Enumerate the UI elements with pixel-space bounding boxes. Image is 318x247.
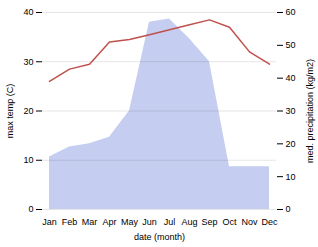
svg-text:Sep: Sep bbox=[201, 217, 217, 227]
svg-text:Jul: Jul bbox=[164, 217, 176, 227]
svg-text:Jun: Jun bbox=[142, 217, 157, 227]
svg-text:Dec: Dec bbox=[261, 217, 278, 227]
svg-text:Mar: Mar bbox=[82, 217, 98, 227]
svg-text:20: 20 bbox=[286, 139, 296, 149]
svg-text:60: 60 bbox=[286, 7, 296, 17]
svg-text:Apr: Apr bbox=[102, 217, 116, 227]
svg-text:Jan: Jan bbox=[42, 217, 57, 227]
svg-text:0: 0 bbox=[28, 204, 33, 214]
svg-text:Nov: Nov bbox=[241, 217, 258, 227]
svg-text:May: May bbox=[121, 217, 139, 227]
svg-text:40: 40 bbox=[286, 73, 296, 83]
svg-text:date (month): date (month) bbox=[134, 232, 185, 242]
svg-text:50: 50 bbox=[286, 40, 296, 50]
svg-text:30: 30 bbox=[23, 57, 33, 67]
svg-text:10: 10 bbox=[286, 172, 296, 182]
svg-text:med. precipitation (kg/m2): med. precipitation (kg/m2) bbox=[305, 59, 315, 163]
svg-text:Aug: Aug bbox=[181, 217, 197, 227]
svg-text:20: 20 bbox=[23, 106, 33, 116]
svg-text:max temp (C): max temp (C) bbox=[5, 84, 15, 139]
svg-text:40: 40 bbox=[23, 7, 33, 17]
svg-text:0: 0 bbox=[286, 204, 291, 214]
svg-text:Oct: Oct bbox=[222, 217, 237, 227]
svg-text:10: 10 bbox=[23, 155, 33, 165]
svg-text:Feb: Feb bbox=[62, 217, 78, 227]
svg-text:30: 30 bbox=[286, 106, 296, 116]
